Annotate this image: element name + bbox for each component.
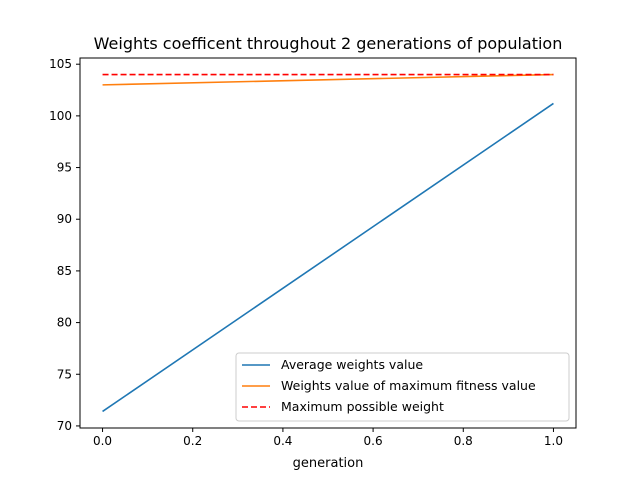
y-tick-label: 90: [57, 212, 72, 226]
series-line-1: [102, 102, 554, 413]
plot-frame: [79, 57, 577, 429]
y-tick-label: 70: [57, 419, 72, 433]
legend: Average weights value Weights value of ma…: [235, 352, 570, 422]
y-tick-label: 105: [49, 57, 72, 71]
y-axis: 70 75 80 85 90 95 100 105: [49, 57, 80, 433]
legend-entries: Average weights value Weights value of ma…: [242, 357, 536, 414]
y-tick-label: 100: [49, 109, 72, 123]
y-tick-label: 85: [57, 264, 72, 278]
x-tick-label: 0.8: [454, 434, 473, 448]
series-layer: [102, 73, 554, 413]
legend-label-2: Weights value of maximum fitness value: [281, 378, 536, 393]
chart-title: Weights coefficent throughout 2 generati…: [94, 34, 563, 53]
legend-label-3: Maximum possible weight: [281, 399, 444, 414]
x-tick-label: 0.4: [273, 434, 292, 448]
x-tick-label: 0.2: [183, 434, 202, 448]
y-tick-label: 75: [57, 367, 72, 381]
x-tick-label: 1.0: [544, 434, 563, 448]
legend-label-1: Average weights value: [281, 357, 423, 372]
legend-box: [235, 352, 570, 422]
x-axis: 0.0 0.2 0.4 0.6 0.8 1.0: [93, 428, 563, 448]
y-tick-label: 80: [57, 316, 72, 330]
x-axis-label: generation: [293, 456, 364, 471]
y-tick-label: 95: [57, 161, 72, 175]
x-tick-label: 0.0: [93, 434, 112, 448]
series-line-2: [102, 73, 554, 86]
x-tick-label: 0.6: [364, 434, 383, 448]
